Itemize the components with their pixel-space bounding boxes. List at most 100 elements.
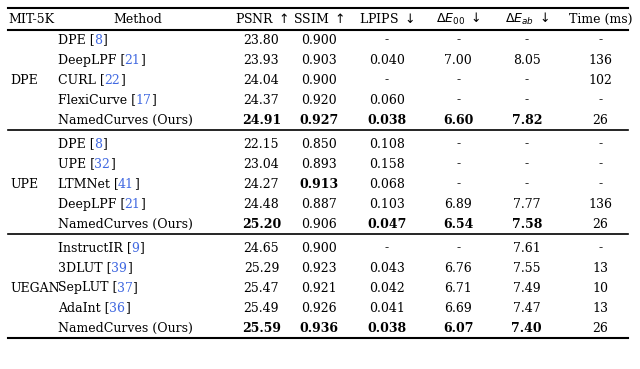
Text: FlexiCurve [: FlexiCurve [ [58,93,136,107]
Text: 0.041: 0.041 [369,301,404,314]
Text: ]: ] [127,262,131,275]
Text: 6.71: 6.71 [444,282,472,294]
Text: 26: 26 [593,114,608,127]
Text: DPE [: DPE [ [58,138,94,151]
Text: 0.900: 0.900 [301,241,337,255]
Text: ]: ] [132,282,138,294]
Text: 0.923: 0.923 [301,262,337,275]
Text: -: - [456,177,460,190]
Text: -: - [385,241,388,255]
Text: 136: 136 [588,197,612,210]
Text: ]: ] [120,73,125,86]
Text: -: - [525,73,529,86]
Text: 6.07: 6.07 [443,321,474,335]
Text: 24.27: 24.27 [244,177,279,190]
Text: 6.76: 6.76 [444,262,472,275]
Text: 7.61: 7.61 [513,241,541,255]
Text: -: - [525,34,529,46]
Text: 23.80: 23.80 [244,34,279,46]
Text: LPIPS $\downarrow$: LPIPS $\downarrow$ [359,12,414,26]
Text: 0.068: 0.068 [369,177,404,190]
Text: 3DLUT [: 3DLUT [ [58,262,111,275]
Text: AdaInt [: AdaInt [ [58,301,109,314]
Text: -: - [598,241,602,255]
Text: 7.40: 7.40 [511,321,542,335]
Text: -: - [456,34,460,46]
Text: 0.893: 0.893 [301,158,337,170]
Text: DeepLPF [: DeepLPF [ [58,54,125,66]
Text: 25.49: 25.49 [244,301,279,314]
Text: UPE: UPE [10,177,38,190]
Text: 0.936: 0.936 [300,321,339,335]
Text: 0.926: 0.926 [301,301,337,314]
Text: NamedCurves (Ours): NamedCurves (Ours) [58,217,193,231]
Text: UPE [: UPE [ [58,158,95,170]
Text: 102: 102 [588,73,612,86]
Text: ]: ] [125,301,130,314]
Text: 7.77: 7.77 [513,197,541,210]
Text: -: - [598,93,602,107]
Text: 7.55: 7.55 [513,262,541,275]
Text: 8: 8 [94,34,102,46]
Text: NamedCurves (Ours): NamedCurves (Ours) [58,321,193,335]
Text: ]: ] [151,93,156,107]
Text: DPE [: DPE [ [58,34,94,46]
Text: 7.00: 7.00 [444,54,472,66]
Text: 7.82: 7.82 [511,114,542,127]
Text: -: - [525,158,529,170]
Text: 24.65: 24.65 [244,241,279,255]
Text: -: - [456,73,460,86]
Text: 25.59: 25.59 [242,321,281,335]
Text: -: - [456,158,460,170]
Text: 0.103: 0.103 [369,197,404,210]
Text: 13: 13 [593,301,609,314]
Text: SepLUT [: SepLUT [ [58,282,117,294]
Text: 0.038: 0.038 [367,321,406,335]
Text: LTMNet [: LTMNet [ [58,177,118,190]
Text: -: - [525,177,529,190]
Text: 0.042: 0.042 [369,282,404,294]
Text: -: - [598,158,602,170]
Text: 26: 26 [593,217,608,231]
Text: 7.49: 7.49 [513,282,541,294]
Text: 0.900: 0.900 [301,73,337,86]
Text: InstructIR [: InstructIR [ [58,241,131,255]
Text: -: - [525,93,529,107]
Text: 0.913: 0.913 [300,177,339,190]
Text: 25.47: 25.47 [244,282,279,294]
Text: 13: 13 [593,262,609,275]
Text: -: - [598,177,602,190]
Text: 23.04: 23.04 [244,158,279,170]
Text: 0.158: 0.158 [369,158,404,170]
Text: 0.920: 0.920 [301,93,337,107]
Text: 0.927: 0.927 [300,114,339,127]
Text: 6.89: 6.89 [444,197,472,210]
Text: -: - [525,138,529,151]
Text: 17: 17 [135,93,151,107]
Text: ]: ] [140,54,145,66]
Text: 24.48: 24.48 [244,197,279,210]
Text: 39: 39 [111,262,127,275]
Text: -: - [385,34,388,46]
Text: -: - [456,241,460,255]
Text: 6.54: 6.54 [443,217,474,231]
Text: 7.58: 7.58 [511,217,542,231]
Text: 0.906: 0.906 [301,217,337,231]
Text: 22: 22 [104,73,120,86]
Text: NamedCurves (Ours): NamedCurves (Ours) [58,114,193,127]
Text: ]: ] [134,177,139,190]
Text: ]: ] [140,197,145,210]
Text: 8: 8 [94,138,102,151]
Text: 25.29: 25.29 [244,262,279,275]
Text: 32: 32 [95,158,110,170]
Text: DeepLPF [: DeepLPF [ [58,197,125,210]
Text: 0.038: 0.038 [367,114,406,127]
Text: 0.043: 0.043 [369,262,404,275]
Text: Method: Method [114,13,163,25]
Text: $\Delta E_{00}$ $\downarrow$: $\Delta E_{00}$ $\downarrow$ [436,11,481,27]
Text: -: - [385,73,388,86]
Text: 0.060: 0.060 [369,93,404,107]
Text: 0.887: 0.887 [301,197,337,210]
Text: 0.903: 0.903 [301,54,337,66]
Text: 0.900: 0.900 [301,34,337,46]
